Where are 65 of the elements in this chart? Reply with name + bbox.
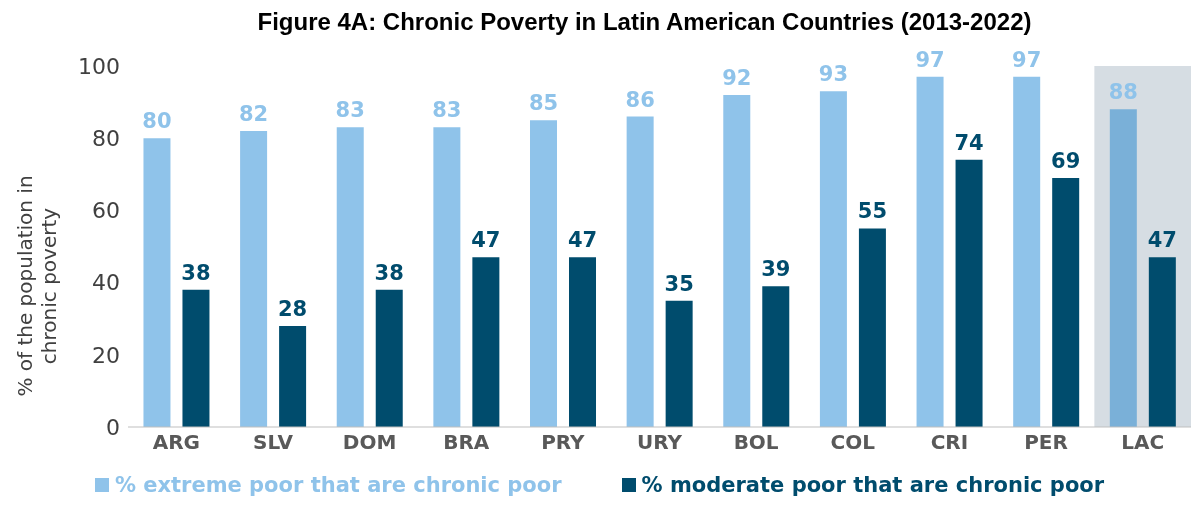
data-label: 83 bbox=[432, 98, 462, 123]
x-tick-label: PRY bbox=[541, 430, 586, 455]
data-label: 38 bbox=[374, 260, 404, 285]
x-tick-label: ARG bbox=[152, 430, 200, 455]
x-tick-label: URY bbox=[636, 430, 683, 455]
bar bbox=[375, 289, 403, 427]
bar bbox=[723, 94, 751, 427]
bar bbox=[1148, 257, 1176, 427]
x-tick-label: COL bbox=[830, 430, 876, 455]
bar bbox=[858, 228, 886, 427]
data-label: 97 bbox=[915, 47, 945, 72]
bar bbox=[626, 116, 654, 427]
data-label: 28 bbox=[277, 296, 308, 321]
y-tick-label: 40 bbox=[92, 270, 120, 296]
data-label: 92 bbox=[722, 65, 752, 90]
x-tick-label: PER bbox=[1024, 430, 1068, 455]
bar bbox=[916, 76, 944, 427]
bar bbox=[569, 257, 597, 427]
y-axis-title: % of the population in chronic poverty bbox=[13, 175, 61, 397]
data-label: 47 bbox=[1147, 228, 1177, 253]
legend-label: % moderate poor that are chronic poor bbox=[641, 473, 1105, 497]
data-label: 82 bbox=[238, 101, 269, 126]
chart-title: Figure 4A: Chronic Poverty in Latin American Countries (2013-2022) bbox=[256, 8, 1033, 36]
x-tick-label: BOL bbox=[733, 430, 779, 455]
data-label: 80 bbox=[142, 109, 172, 134]
x-tick-label: CRI bbox=[930, 430, 969, 455]
bar bbox=[433, 127, 461, 427]
bar bbox=[1013, 76, 1041, 427]
bar bbox=[182, 289, 210, 427]
data-label: 74 bbox=[954, 130, 984, 155]
data-label: 93 bbox=[818, 62, 849, 87]
bar bbox=[143, 138, 171, 427]
data-label: 86 bbox=[625, 87, 655, 112]
data-label: 88 bbox=[1108, 80, 1138, 105]
bar bbox=[1109, 109, 1137, 427]
bar bbox=[530, 120, 558, 427]
y-tick-label: 80 bbox=[92, 126, 120, 152]
bar bbox=[279, 325, 307, 427]
data-label: 47 bbox=[471, 228, 501, 253]
data-label: 39 bbox=[761, 257, 791, 282]
data-label: 55 bbox=[857, 199, 888, 224]
bar bbox=[472, 257, 500, 427]
data-label: 85 bbox=[528, 91, 559, 116]
x-tick-label: BRA bbox=[443, 430, 490, 455]
y-tick-label: 0 bbox=[106, 414, 120, 440]
data-label: 83 bbox=[335, 98, 365, 123]
data-label: 69 bbox=[1051, 148, 1081, 173]
x-tick-label: LAC bbox=[1121, 430, 1165, 455]
data-label: 38 bbox=[181, 260, 211, 285]
legend-label: % extreme poor that are chronic poor bbox=[114, 473, 562, 497]
bar bbox=[336, 127, 364, 427]
bar bbox=[819, 91, 847, 427]
data-label: 97 bbox=[1012, 47, 1042, 72]
bar bbox=[665, 300, 693, 427]
bar bbox=[1052, 177, 1080, 427]
bar bbox=[955, 159, 983, 427]
data-label: 47 bbox=[567, 228, 598, 253]
y-tick-label: 20 bbox=[92, 342, 120, 368]
bar bbox=[762, 286, 790, 427]
x-tick-label: DOM bbox=[342, 430, 397, 455]
data-label: 35 bbox=[664, 271, 694, 296]
y-tick-label: 60 bbox=[92, 198, 120, 224]
y-tick-label: 100 bbox=[78, 53, 120, 79]
x-tick-label: SLV bbox=[253, 430, 294, 455]
bar bbox=[240, 130, 268, 427]
